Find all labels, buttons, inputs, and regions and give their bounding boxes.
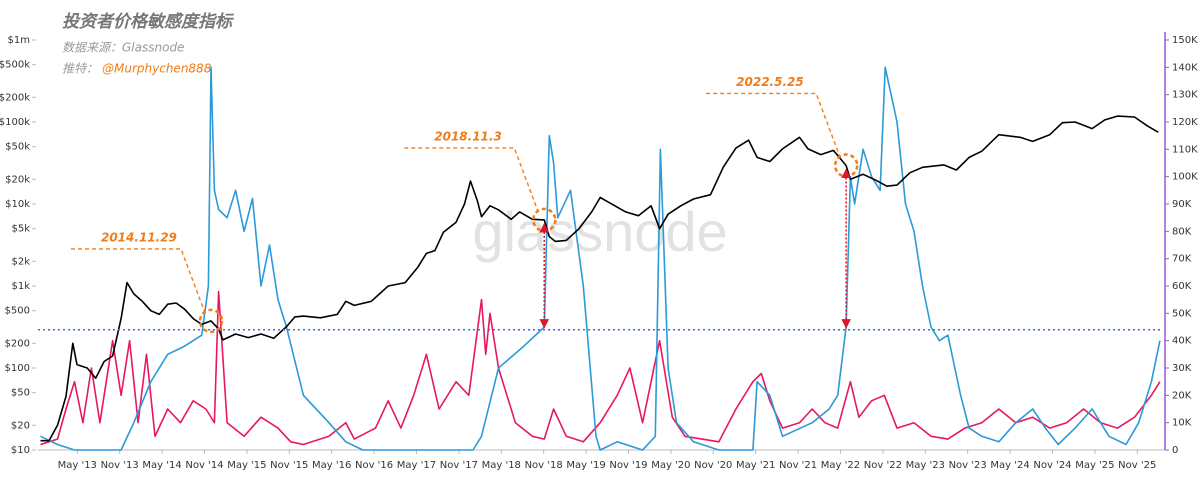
y2-tick-label: 60K xyxy=(1172,281,1192,292)
x-tick-label: Nov '23 xyxy=(949,460,987,471)
annotation-label: 2018.11.3 xyxy=(434,129,502,143)
series-line xyxy=(40,115,1159,442)
y-tick-label: $50k xyxy=(5,142,30,153)
x-tick-label: May '14 xyxy=(142,460,181,471)
y-tick-label: $2k xyxy=(11,256,30,267)
x-tick-label: Nov '25 xyxy=(1118,460,1156,471)
y-tick-label: $10k xyxy=(5,199,30,210)
y2-tick-label: 50K xyxy=(1172,308,1192,319)
y2-tick-label: 140K xyxy=(1172,62,1198,73)
annotation-leader xyxy=(706,92,841,158)
y2-tick-label: 110K xyxy=(1172,144,1198,155)
chart-title: 投资者价格敏感度指标 xyxy=(62,12,234,32)
annotation-label: 2022.5.25 xyxy=(736,75,804,89)
y2-tick-label: 130K xyxy=(1172,90,1198,101)
y-tick-label: $50 xyxy=(11,388,30,399)
annotation-leader xyxy=(404,147,539,213)
watermark: glassnode xyxy=(472,200,727,263)
y2-tick-label: 10K xyxy=(1172,418,1192,429)
x-tick-label: May '24 xyxy=(990,460,1029,471)
y-tick-label: $20 xyxy=(11,420,30,431)
x-tick-label: Nov '22 xyxy=(864,460,902,471)
y2-tick-label: 120K xyxy=(1172,117,1198,128)
x-tick-label: May '13 xyxy=(58,460,97,471)
x-tick-label: May '25 xyxy=(1075,460,1114,471)
series-line xyxy=(40,66,1161,451)
x-tick-label: May '17 xyxy=(397,460,436,471)
y2-tick-label: 0 xyxy=(1172,445,1178,456)
x-tick-label: May '21 xyxy=(736,460,775,471)
y2-tick-label: 90K xyxy=(1172,199,1192,210)
twitter-label: 推特： xyxy=(62,62,98,76)
annotation-circle xyxy=(198,308,224,334)
y-tick-label: $100 xyxy=(5,363,30,374)
y2-tick-label: 70K xyxy=(1172,254,1192,265)
y2-tick-label: 20K xyxy=(1172,390,1192,401)
x-tick-label: Nov '13 xyxy=(101,460,139,471)
x-tick-label: Nov '19 xyxy=(609,460,647,471)
y-tick-label: $10 xyxy=(11,445,30,456)
y-tick-label: $1k xyxy=(11,281,30,292)
x-tick-label: Nov '15 xyxy=(270,460,308,471)
x-tick-label: Nov '21 xyxy=(779,460,817,471)
y-tick-label: $100k xyxy=(0,117,30,128)
y-tick-label: $200k xyxy=(0,92,30,103)
y2-tick-label: 150K xyxy=(1172,35,1198,46)
y-tick-label: $500k xyxy=(0,60,30,71)
x-tick-label: May '20 xyxy=(651,460,690,471)
x-tick-label: Nov '17 xyxy=(440,460,478,471)
y2-tick-label: 100K xyxy=(1172,172,1198,183)
series-line xyxy=(40,290,1161,446)
y-tick-label: $500 xyxy=(5,306,30,317)
y-tick-label: $5k xyxy=(11,224,30,235)
x-tick-label: Nov '24 xyxy=(1033,460,1071,471)
x-tick-label: Nov '20 xyxy=(694,460,732,471)
y2-tick-label: 40K xyxy=(1172,336,1192,347)
x-tick-label: May '19 xyxy=(566,460,605,471)
source: 数据来源：Glassnode xyxy=(62,41,184,55)
x-tick-label: Nov '18 xyxy=(525,460,563,471)
y2-tick-label: 80K xyxy=(1172,226,1192,237)
annotation-leader xyxy=(70,248,206,314)
y2-tick-label: 30K xyxy=(1172,363,1192,374)
x-tick-label: May '15 xyxy=(227,460,266,471)
annotation-label: 2014.11.29 xyxy=(101,230,177,244)
x-tick-label: May '18 xyxy=(482,460,521,471)
x-tick-label: May '22 xyxy=(821,460,860,471)
x-tick-label: May '23 xyxy=(906,460,945,471)
twitter-handle: @Murphychen888 xyxy=(102,62,212,76)
x-tick-label: May '16 xyxy=(312,460,351,471)
y-tick-label: $20k xyxy=(5,174,30,185)
y-tick-label: $1m xyxy=(8,35,30,46)
x-tick-label: Nov '16 xyxy=(355,460,393,471)
x-tick-label: Nov '14 xyxy=(185,460,223,471)
y-tick-label: $200 xyxy=(5,338,30,349)
